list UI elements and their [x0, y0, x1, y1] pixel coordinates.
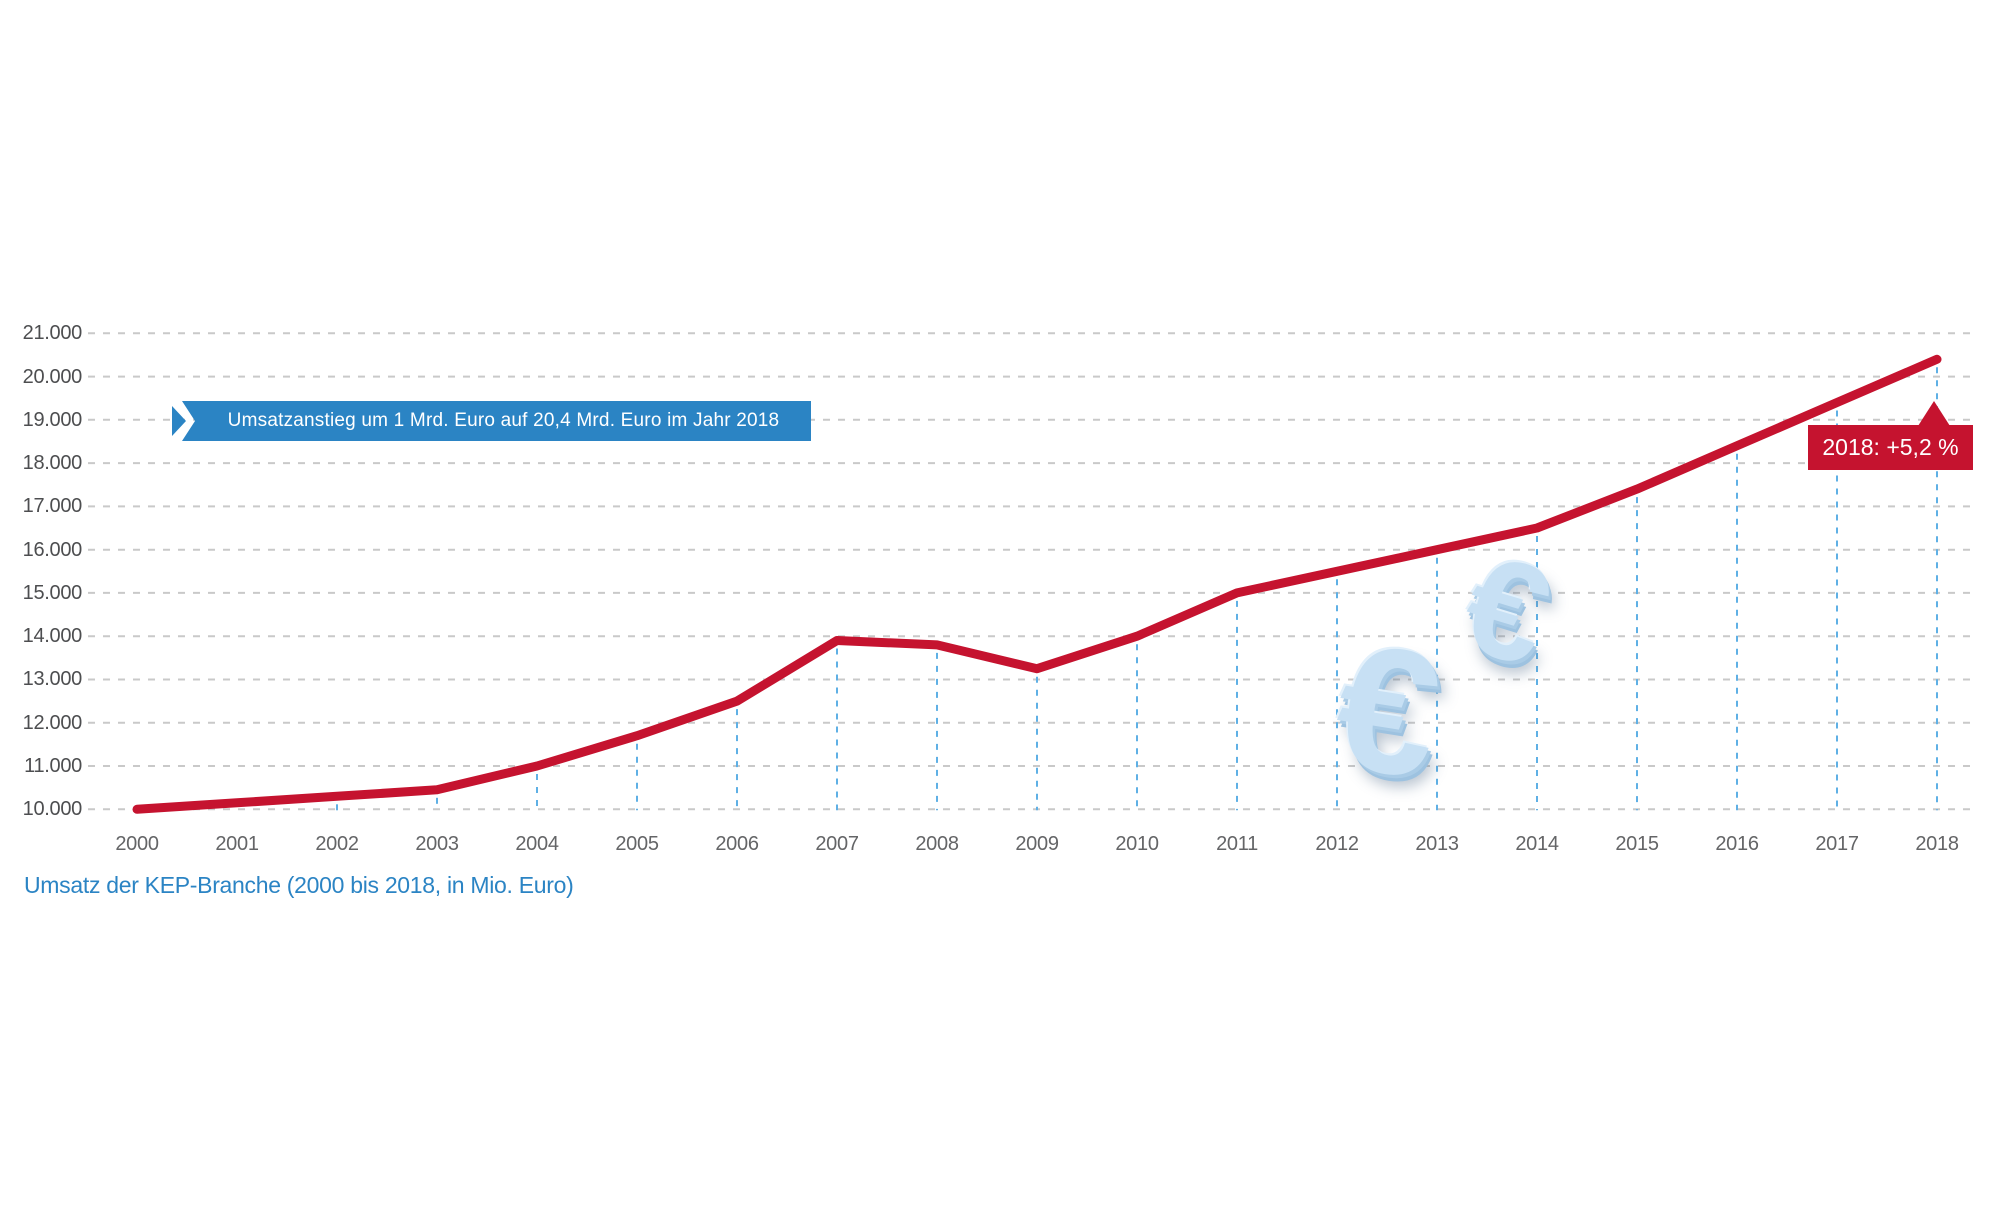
x-axis-label: 2016 [1715, 833, 1759, 855]
revenue-line [132, 354, 1942, 814]
badge-text: 2018: +5,2 % [1822, 434, 1959, 460]
ribbon-arrow-icon [172, 406, 186, 436]
x-axis-label: 2012 [1315, 833, 1359, 855]
y-axis-label: 13.000 [22, 668, 83, 690]
x-axis-label: 2004 [515, 833, 559, 855]
y-axis-label: 11.000 [24, 755, 82, 777]
x-axis-label: 2017 [1815, 833, 1859, 855]
x-axis-label: 2018 [1915, 833, 1959, 855]
y-axis-label: 17.000 [22, 495, 83, 517]
line-chart-canvas [88, 332, 1978, 814]
chart-caption: Umsatz der KEP-Branche (2000 bis 2018, i… [24, 872, 574, 898]
x-axis-label: 2001 [215, 833, 259, 855]
callout-ribbon: Umsatzanstieg um 1 Mrd. Euro auf 20,4 Mr… [172, 401, 832, 441]
x-axis-label: 2010 [1115, 833, 1159, 855]
x-axis-label: 2014 [1515, 833, 1559, 855]
y-axis-label: 18.000 [22, 452, 83, 474]
x-axis-label: 2015 [1615, 833, 1659, 855]
y-axis-label: 21.000 [22, 322, 83, 344]
x-axis-label: 2011 [1216, 833, 1258, 855]
badge-body: 2018: +5,2 % [1808, 425, 1973, 470]
badge-pointer-icon [1918, 401, 1950, 426]
ribbon-text: Umsatzanstieg um 1 Mrd. Euro auf 20,4 Mr… [227, 410, 780, 431]
x-axis-label: 2009 [1015, 833, 1059, 855]
x-axis-label: 2006 [715, 833, 759, 855]
x-axis-label: 2007 [815, 833, 859, 855]
x-axis-label: 2008 [915, 833, 959, 855]
y-axis-label: 14.000 [22, 625, 83, 647]
x-axis-label: 2002 [315, 833, 359, 855]
y-axis-label: 12.000 [22, 712, 83, 734]
x-axis-label: 2013 [1415, 833, 1459, 855]
x-axis-label: 2005 [615, 833, 659, 855]
value-badge: 2018: +5,2 % [1808, 401, 1973, 471]
x-axis-label: 2000 [115, 833, 159, 855]
y-axis-label: 16.000 [22, 539, 83, 561]
y-axis-label: 20.000 [22, 366, 83, 388]
x-axis-label: 2003 [415, 833, 459, 855]
y-axis-label: 19.000 [22, 409, 83, 431]
y-axis-label: 10.000 [22, 798, 83, 820]
y-axis-label: 15.000 [22, 582, 83, 604]
ribbon-body: Umsatzanstieg um 1 Mrd. Euro auf 20,4 Mr… [182, 401, 811, 441]
